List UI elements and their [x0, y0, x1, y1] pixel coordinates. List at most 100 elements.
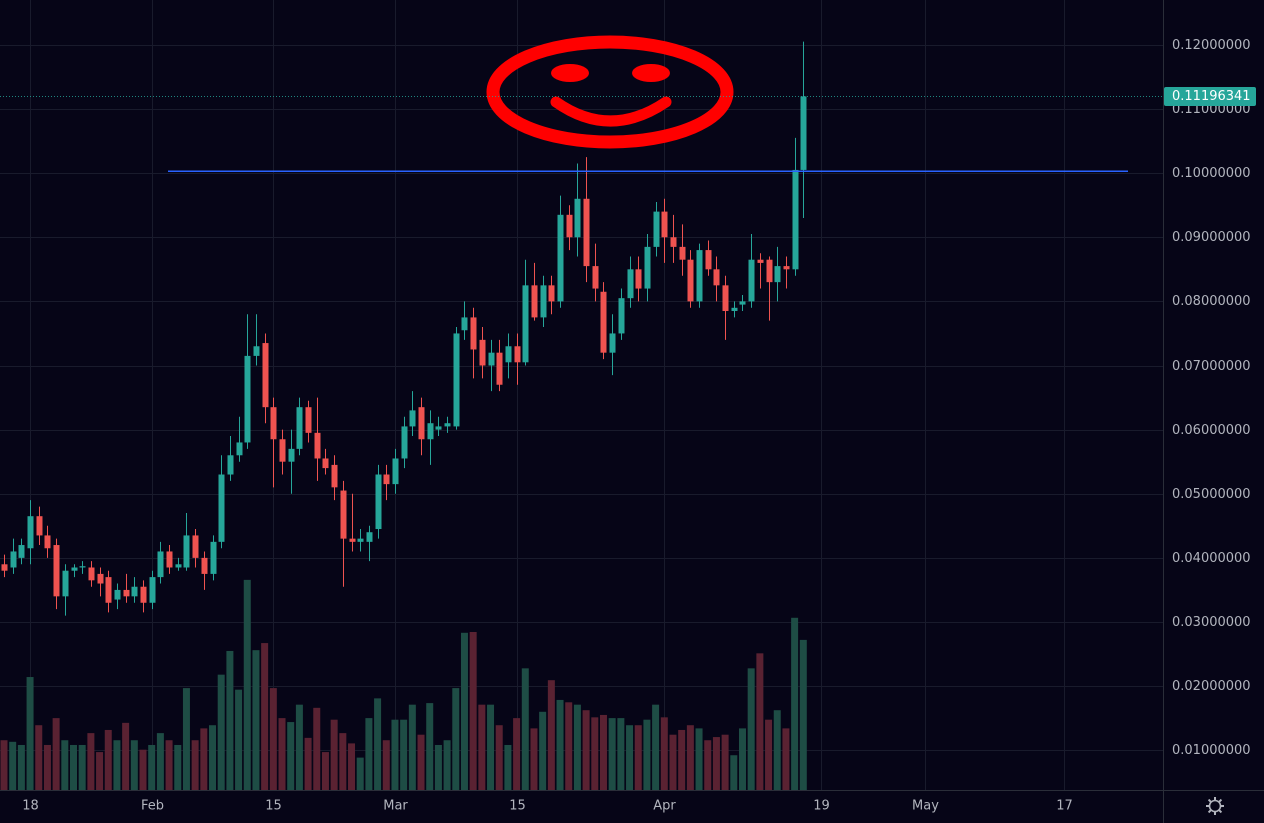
volume-bar — [704, 740, 712, 790]
volume-bar — [356, 757, 364, 790]
volume-bar — [738, 728, 746, 790]
candle-body — [366, 532, 373, 542]
candle-body — [705, 250, 712, 270]
volume-bar — [9, 741, 17, 790]
candle-body — [722, 285, 729, 311]
y-tick-label: 0.06000000 — [1172, 423, 1251, 438]
volume-bar — [547, 680, 555, 790]
candle-layer — [1, 41, 1128, 616]
candle-body — [557, 214, 564, 302]
smiley-face — [486, 35, 734, 149]
y-tick-label: 0.05000000 — [1172, 487, 1251, 502]
volume-bar — [43, 744, 51, 790]
volume-bar — [591, 717, 599, 790]
volume-bar — [660, 717, 668, 790]
x-tick-label: 17 — [1056, 799, 1073, 814]
y-tick-label: 0.09000000 — [1172, 230, 1251, 245]
volume-bar — [26, 677, 34, 790]
volume-bar — [452, 688, 460, 790]
x-tick-label: May — [912, 799, 939, 814]
y-tick-label: 0.01000000 — [1172, 743, 1251, 758]
volume-bar — [782, 728, 790, 790]
volume-bar — [669, 734, 677, 790]
volume-bar — [165, 740, 173, 790]
candle-body — [566, 214, 573, 238]
candle-body — [644, 246, 651, 289]
candle-body — [10, 551, 17, 568]
volume-bar — [469, 632, 477, 790]
candle-body — [766, 259, 773, 283]
candle-body — [461, 317, 468, 331]
settings-icon[interactable] — [1206, 797, 1224, 815]
volume-bar — [478, 704, 486, 790]
candle-body — [444, 423, 451, 427]
candle-body — [175, 564, 182, 568]
volume-bar — [87, 733, 95, 790]
volume-bar — [487, 704, 495, 790]
candle-body — [687, 259, 694, 302]
candle-body — [97, 573, 104, 584]
candle-body — [210, 541, 217, 574]
candle-body — [713, 269, 720, 286]
candle-body — [479, 339, 486, 366]
candle-body — [392, 458, 399, 485]
candle-body — [53, 545, 60, 597]
volume-bar — [634, 725, 642, 790]
volume-bar — [747, 668, 755, 790]
candle-body — [401, 426, 408, 459]
volume-bar — [730, 755, 738, 790]
y-tick-label: 0.03000000 — [1172, 615, 1251, 630]
candle-body — [670, 237, 677, 247]
volume-bar — [391, 719, 399, 790]
x-tick-label: Mar — [383, 799, 408, 814]
candle-body — [792, 169, 799, 270]
candle-body — [340, 490, 347, 539]
volume-bar — [608, 718, 616, 790]
volume-bar — [626, 725, 634, 790]
candle-body — [27, 516, 34, 549]
candle-body — [618, 298, 625, 334]
volume-bar — [539, 711, 547, 790]
candle-body — [253, 346, 260, 356]
last-price-tag — [1164, 87, 1256, 106]
candle-body — [227, 455, 234, 475]
grid — [0, 0, 1163, 790]
candle-body — [18, 545, 25, 558]
candle-body — [105, 577, 112, 603]
volume-bar — [443, 740, 451, 790]
volume-bar — [252, 650, 260, 790]
candle-body — [427, 423, 434, 440]
x-tick-label: Feb — [141, 799, 164, 814]
x-tick-label: 15 — [509, 799, 526, 814]
smiley-mouth — [550, 96, 672, 127]
x-tick-label: Apr — [653, 799, 676, 814]
candle-body — [305, 407, 312, 433]
candle-body — [218, 474, 225, 542]
candle-body — [609, 333, 616, 353]
volume-bar — [765, 719, 773, 790]
volume-bar — [339, 733, 347, 790]
candle-body — [731, 307, 738, 311]
volume-bar — [374, 698, 382, 790]
candle-body — [409, 410, 416, 427]
volume-bar — [348, 743, 356, 790]
axes: 0.01000000 0.02000000 0.03000000 0.04000000… — [0, 38, 1256, 814]
candle-body — [505, 346, 512, 363]
candle-body — [44, 535, 51, 549]
volume-bar — [139, 749, 147, 790]
volume-bar — [643, 719, 651, 790]
x-tick-label: 19 — [813, 799, 830, 814]
volume-bar — [400, 719, 408, 790]
y-tick-label: 0.10000000 — [1172, 166, 1251, 181]
volume-bar — [113, 740, 121, 790]
volume-bar — [304, 737, 312, 790]
candle-body — [183, 535, 190, 568]
x-tick-label: 18 — [22, 799, 39, 814]
volume-bar — [243, 579, 251, 790]
candle-body — [635, 269, 642, 289]
candle-body — [540, 285, 547, 318]
candle-body — [574, 198, 581, 238]
volume-bar — [712, 737, 720, 790]
candle-body — [418, 407, 425, 440]
candle-body — [592, 266, 599, 289]
